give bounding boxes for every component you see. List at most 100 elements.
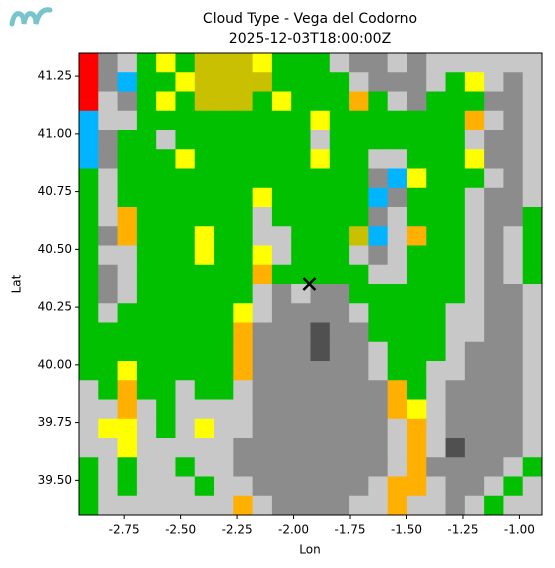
cell xyxy=(233,438,254,458)
cell xyxy=(426,361,447,381)
cell xyxy=(156,341,176,362)
cell xyxy=(484,130,504,150)
cell xyxy=(233,226,254,246)
cell xyxy=(484,457,504,477)
cell xyxy=(368,399,389,420)
cell xyxy=(484,168,504,189)
cell xyxy=(271,399,292,420)
cell xyxy=(271,226,292,246)
cell xyxy=(349,495,369,516)
cell xyxy=(156,110,176,131)
cell xyxy=(522,457,543,477)
cell xyxy=(310,72,331,92)
cell xyxy=(271,495,292,516)
cell xyxy=(291,226,311,246)
cell xyxy=(368,418,389,439)
x-tick-label: -1.00 xyxy=(504,523,535,537)
cell xyxy=(252,399,273,420)
logo xyxy=(9,7,53,27)
cell xyxy=(310,476,331,497)
cell xyxy=(503,418,524,439)
cell xyxy=(252,53,273,73)
cell xyxy=(98,149,119,169)
cell xyxy=(368,495,389,516)
cell xyxy=(156,303,176,323)
cell xyxy=(310,91,331,112)
cell xyxy=(464,495,485,516)
cell xyxy=(387,495,408,516)
cell xyxy=(271,322,292,343)
cell xyxy=(117,495,138,516)
cell xyxy=(175,303,196,323)
cell xyxy=(368,457,389,477)
cell xyxy=(136,303,157,323)
cell xyxy=(156,399,176,420)
cell xyxy=(387,149,408,169)
cell xyxy=(136,168,157,189)
cell xyxy=(136,438,157,458)
cell xyxy=(445,495,466,516)
cell xyxy=(522,380,543,400)
cell xyxy=(233,149,254,169)
cell xyxy=(426,284,447,304)
cell xyxy=(98,245,119,266)
cell xyxy=(406,245,427,266)
cell xyxy=(445,341,466,362)
cell xyxy=(117,341,138,362)
cell xyxy=(349,476,369,497)
cell xyxy=(136,361,157,381)
cell xyxy=(79,245,99,266)
cell xyxy=(156,207,176,227)
cell xyxy=(79,380,99,400)
cell xyxy=(349,457,369,477)
cell xyxy=(98,476,119,497)
cell xyxy=(117,418,138,439)
cell xyxy=(445,438,466,458)
x-tick-label: -2.75 xyxy=(109,523,140,537)
y-tick-label: 40.00 xyxy=(38,357,72,371)
cell xyxy=(252,361,273,381)
cell xyxy=(271,438,292,458)
cell xyxy=(252,476,273,497)
cell xyxy=(117,284,138,304)
cell xyxy=(214,110,234,131)
cell xyxy=(503,187,524,208)
cell xyxy=(214,91,234,112)
cell xyxy=(368,245,389,266)
cell xyxy=(271,91,292,112)
cell xyxy=(98,226,119,246)
cell xyxy=(194,303,215,323)
cell xyxy=(484,245,504,266)
cell xyxy=(464,264,485,285)
cell xyxy=(117,187,138,208)
cell xyxy=(349,168,369,189)
cell xyxy=(349,187,369,208)
cell xyxy=(291,322,311,343)
cell xyxy=(368,72,389,92)
cell xyxy=(117,168,138,189)
cell xyxy=(175,495,196,516)
cell xyxy=(194,457,215,477)
cell xyxy=(233,207,254,227)
cell xyxy=(406,380,427,400)
cell xyxy=(79,264,99,285)
cell xyxy=(426,168,447,189)
cell xyxy=(406,168,427,189)
cell xyxy=(310,187,331,208)
cell xyxy=(310,130,331,150)
cell xyxy=(291,72,311,92)
cell xyxy=(98,264,119,285)
cell xyxy=(291,245,311,266)
cell xyxy=(136,457,157,477)
cell xyxy=(387,226,408,246)
cell xyxy=(426,72,447,92)
cell xyxy=(387,110,408,131)
cell xyxy=(445,226,466,246)
cell xyxy=(484,399,504,420)
cell xyxy=(291,438,311,458)
cell xyxy=(79,495,99,516)
cell xyxy=(329,91,350,112)
cell xyxy=(406,495,427,516)
cell xyxy=(233,130,254,150)
cell xyxy=(156,245,176,266)
